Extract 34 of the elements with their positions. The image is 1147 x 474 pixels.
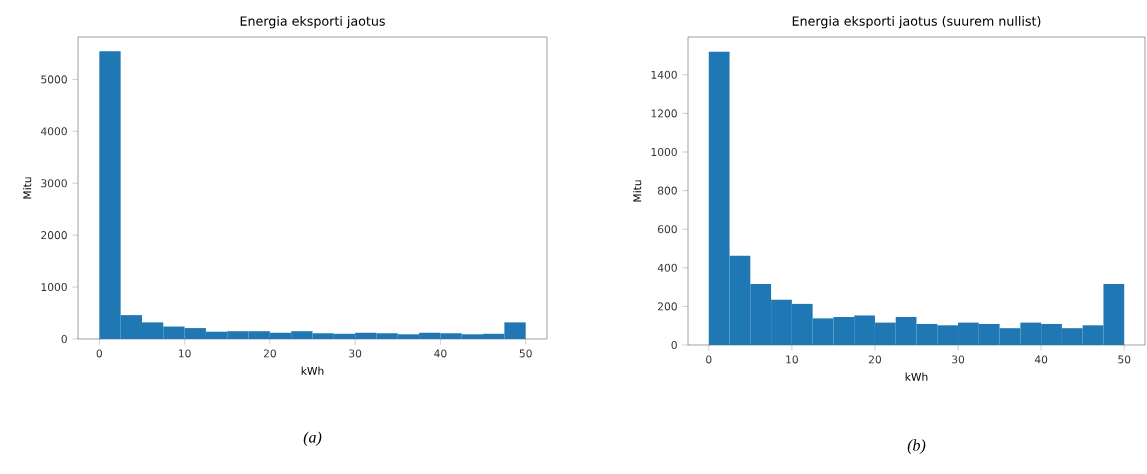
x-tick-label: 0 bbox=[706, 355, 712, 364]
y-tick-label: 3000 bbox=[41, 179, 67, 188]
y-tick-label: 200 bbox=[658, 302, 677, 311]
y-tick-label: 1000 bbox=[651, 147, 677, 157]
y-tick-label: 600 bbox=[658, 225, 677, 234]
y-axis-title: Mitu bbox=[23, 177, 32, 199]
x-tick-label: 40 bbox=[1034, 355, 1048, 364]
text: (b) bbox=[907, 439, 926, 454]
y-tick-label: 0 bbox=[61, 334, 67, 344]
y-tick-label: 400 bbox=[657, 263, 677, 272]
chart-title: Energia eksporti jaotus (suurem nullist) bbox=[792, 16, 1041, 29]
y-axis-title: Mitu bbox=[633, 180, 642, 202]
text: (a) bbox=[303, 431, 322, 446]
x-tick-label: 10 bbox=[786, 355, 798, 364]
y-tick-label: 800 bbox=[657, 186, 677, 195]
x-tick-label: 10 bbox=[178, 349, 191, 358]
x-tick-label: 20 bbox=[263, 349, 276, 358]
x-tick-label: 20 bbox=[868, 355, 882, 364]
y-tick-label: 0 bbox=[671, 340, 677, 350]
y-tick-label: 1400 bbox=[651, 70, 677, 79]
x-tick-label: 30 bbox=[952, 355, 965, 364]
y-tick-label: 1200 bbox=[651, 109, 677, 118]
x-axis-title: kWh bbox=[905, 372, 928, 381]
chart-title: Energia eksporti jaotus bbox=[240, 16, 385, 29]
x-tick-label: 30 bbox=[349, 349, 362, 358]
y-tick-label: 1000 bbox=[41, 283, 67, 292]
x-tick-label: 50 bbox=[1118, 355, 1131, 364]
x-tick-label: 50 bbox=[519, 349, 532, 358]
x-tick-label: 0 bbox=[96, 349, 103, 358]
y-tick-label: 5000 bbox=[41, 75, 67, 84]
y-tick-label: 2000 bbox=[41, 231, 67, 240]
x-tick-label: 40 bbox=[434, 349, 447, 358]
x-axis-title: kWh bbox=[301, 366, 324, 375]
y-tick-label: 4000 bbox=[40, 127, 67, 136]
